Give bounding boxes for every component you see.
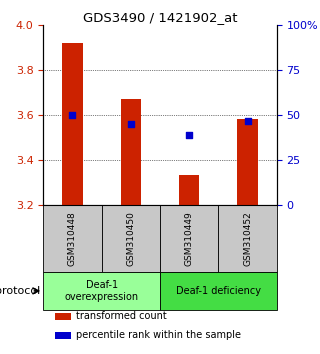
Title: GDS3490 / 1421902_at: GDS3490 / 1421902_at	[83, 11, 237, 24]
Bar	[55, 332, 71, 339]
Bar	[160, 205, 219, 272]
Text: percentile rank within the sample: percentile rank within the sample	[76, 330, 241, 340]
Bar	[237, 119, 258, 205]
Point	[70, 112, 75, 118]
Point	[128, 121, 133, 127]
Bar	[121, 99, 141, 205]
Point	[187, 132, 192, 138]
Text: GSM310452: GSM310452	[243, 211, 252, 266]
Text: GSM310450: GSM310450	[126, 211, 135, 266]
Text: transformed count: transformed count	[76, 312, 167, 321]
Bar	[179, 176, 199, 205]
Bar	[102, 205, 160, 272]
Bar	[160, 272, 277, 310]
Text: protocol: protocol	[0, 286, 40, 296]
Bar	[43, 205, 102, 272]
Bar	[55, 313, 71, 320]
Bar	[219, 205, 277, 272]
Bar	[62, 43, 83, 205]
Text: Deaf-1 deficiency: Deaf-1 deficiency	[176, 286, 261, 296]
Text: GSM310448: GSM310448	[68, 211, 77, 266]
Text: GSM310449: GSM310449	[185, 211, 194, 266]
Text: Deaf-1
overexpression: Deaf-1 overexpression	[65, 280, 139, 302]
Bar	[43, 272, 160, 310]
Point	[245, 119, 250, 124]
